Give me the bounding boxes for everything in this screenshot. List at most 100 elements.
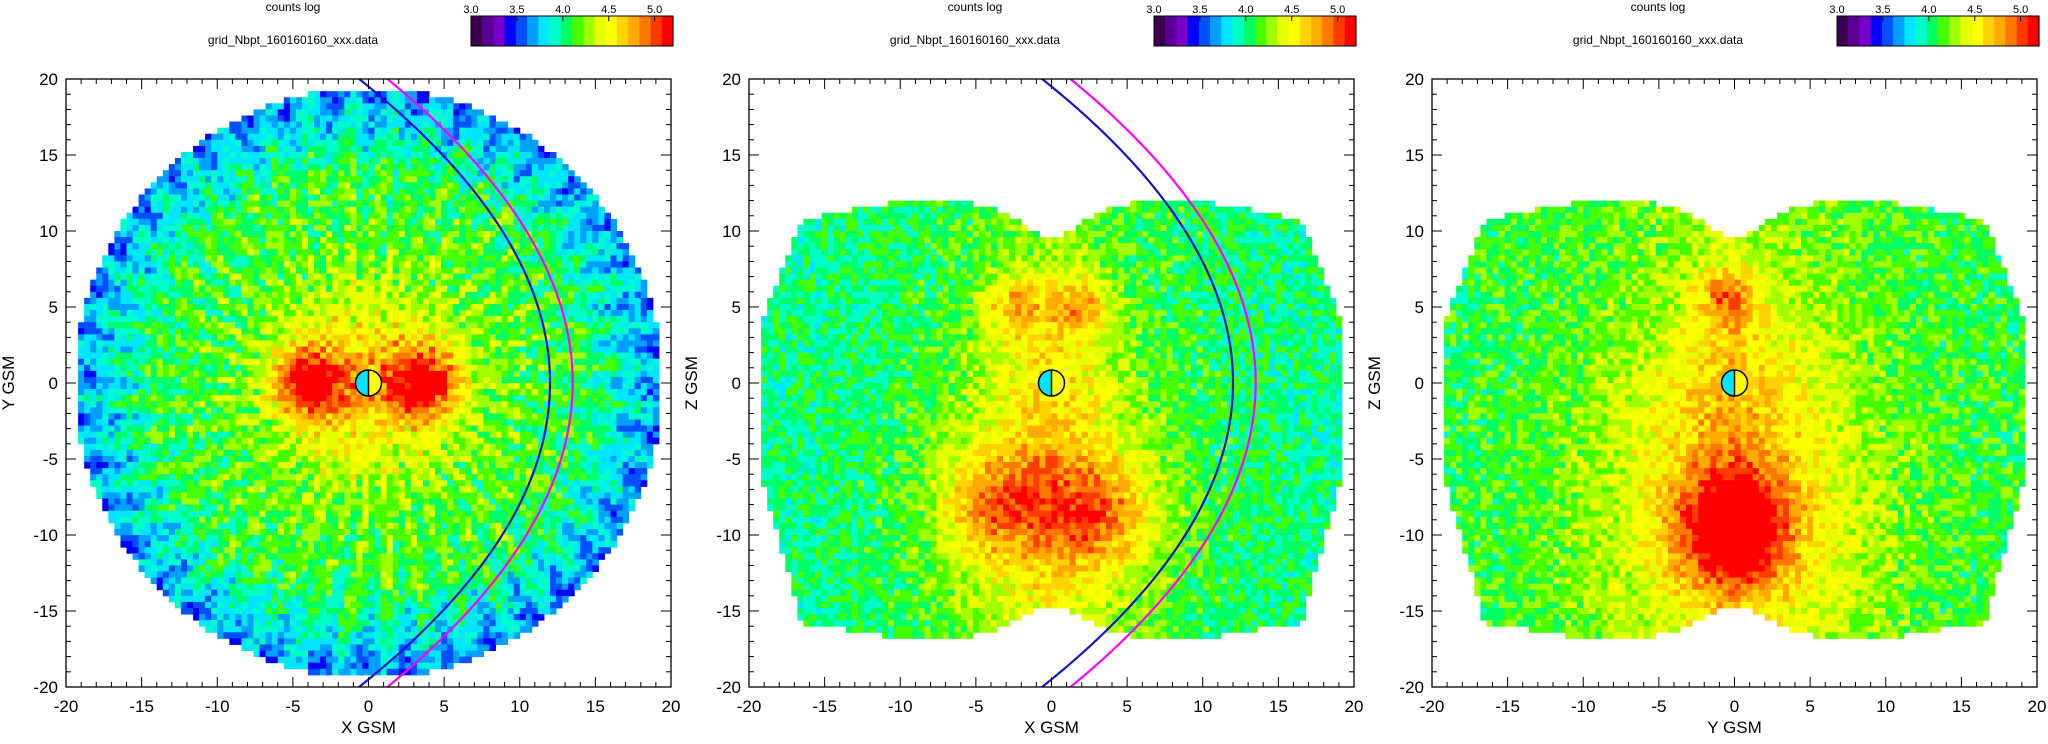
heatmap-cell [416,316,424,323]
heatmap-cell [368,401,376,408]
heatmap-cell [247,389,255,396]
heatmap-cell [138,389,146,396]
heatmap-cell [368,668,376,676]
heatmap-cell [314,352,321,360]
heatmap-cell [356,644,363,652]
heatmap-cell [429,535,436,542]
heatmap-cell [247,316,255,323]
heatmap-cell [416,650,424,658]
heatmap-cell [332,407,339,414]
heatmap-cell [416,322,424,329]
heatmap-cell [289,468,297,475]
heatmap-cell [320,279,327,287]
heatmap-cell [138,455,146,463]
heatmap-cell [253,419,261,427]
heatmap-cell [235,589,242,597]
heatmap-cell [259,176,267,183]
heatmap-cell [205,559,212,566]
heatmap-cell [217,291,224,299]
heatmap-cell [398,638,406,645]
heatmap-cell [422,389,430,396]
heatmap-cell [295,243,303,250]
heatmap-cell [326,273,333,281]
heatmap-cell [320,200,327,208]
heatmap-cell [217,224,224,232]
heatmap-cell [253,510,261,518]
heatmap-cell [144,261,152,268]
heatmap-cell [108,358,115,366]
heatmap-cell [138,498,146,506]
heatmap-cell [416,474,424,481]
heatmap-cell [247,303,255,311]
heatmap-cell [156,224,164,232]
heatmap-cell [435,231,442,238]
heatmap-cell [277,267,285,275]
heatmap-cell [253,109,261,116]
heatmap-cell [247,297,255,305]
heatmap-cell [362,419,369,427]
heatmap-cell [223,443,230,451]
heatmap-cell [174,383,182,390]
heatmap-cell [326,376,333,384]
heatmap-cell [102,455,109,463]
heatmap-cell [404,158,412,165]
heatmap-cell [126,486,134,493]
heatmap-cell [205,194,212,202]
heatmap-cell [320,243,327,250]
heatmap-cell [350,486,357,493]
heatmap-cell [223,449,230,457]
heatmap-cell [180,395,188,402]
heatmap-cell [362,474,369,481]
heatmap-cell [368,583,376,591]
heatmap-cell [144,492,152,500]
heatmap-cell [326,644,333,652]
heatmap-cell [217,328,224,335]
heatmap-cell [174,401,182,408]
heatmap-cell [422,413,430,420]
heatmap-cell [205,474,212,481]
heatmap-cell [447,243,454,250]
heatmap-cell [398,370,406,378]
heatmap-cell [289,346,297,354]
heatmap-cell [308,376,315,384]
heatmap-cell [277,528,285,536]
heatmap-cell [150,322,158,329]
heatmap-cell [386,607,394,615]
heatmap-cell [289,620,297,627]
heatmap-cell [271,504,279,512]
heatmap-cell [314,595,321,603]
heatmap-cell [193,170,200,177]
heatmap-cell [102,376,109,384]
heatmap-cell [241,249,248,256]
heatmap-cell [392,255,400,262]
heatmap-cell [289,303,297,311]
heatmap-cell [301,346,309,354]
heatmap-cell [320,583,327,591]
heatmap-cell [223,200,230,208]
heatmap-cell [301,249,309,256]
heatmap-cell [398,401,406,408]
heatmap-cell [314,474,321,481]
heatmap-cell [132,279,140,287]
heatmap-cell [429,583,436,591]
heatmap-cell [410,413,418,420]
heatmap-cell [187,395,194,402]
heatmap-cell [211,535,218,542]
heatmap-cell [217,510,224,518]
heatmap-cell [404,328,412,335]
heatmap-cell [138,528,146,536]
heatmap-cell [217,486,224,493]
heatmap-cell [404,607,412,615]
heatmap-cell [295,340,303,348]
heatmap-cell [410,559,418,566]
heatmap-cell [229,626,236,633]
heatmap-cell [314,541,321,548]
heatmap-cell [174,559,182,566]
heatmap-cell [235,267,242,275]
heatmap-cell [132,425,140,433]
heatmap-cell [259,334,267,341]
heatmap-cell [301,565,309,572]
heatmap-cell [380,358,388,366]
heatmap-cell [332,249,339,256]
heatmap-cell [96,273,103,281]
